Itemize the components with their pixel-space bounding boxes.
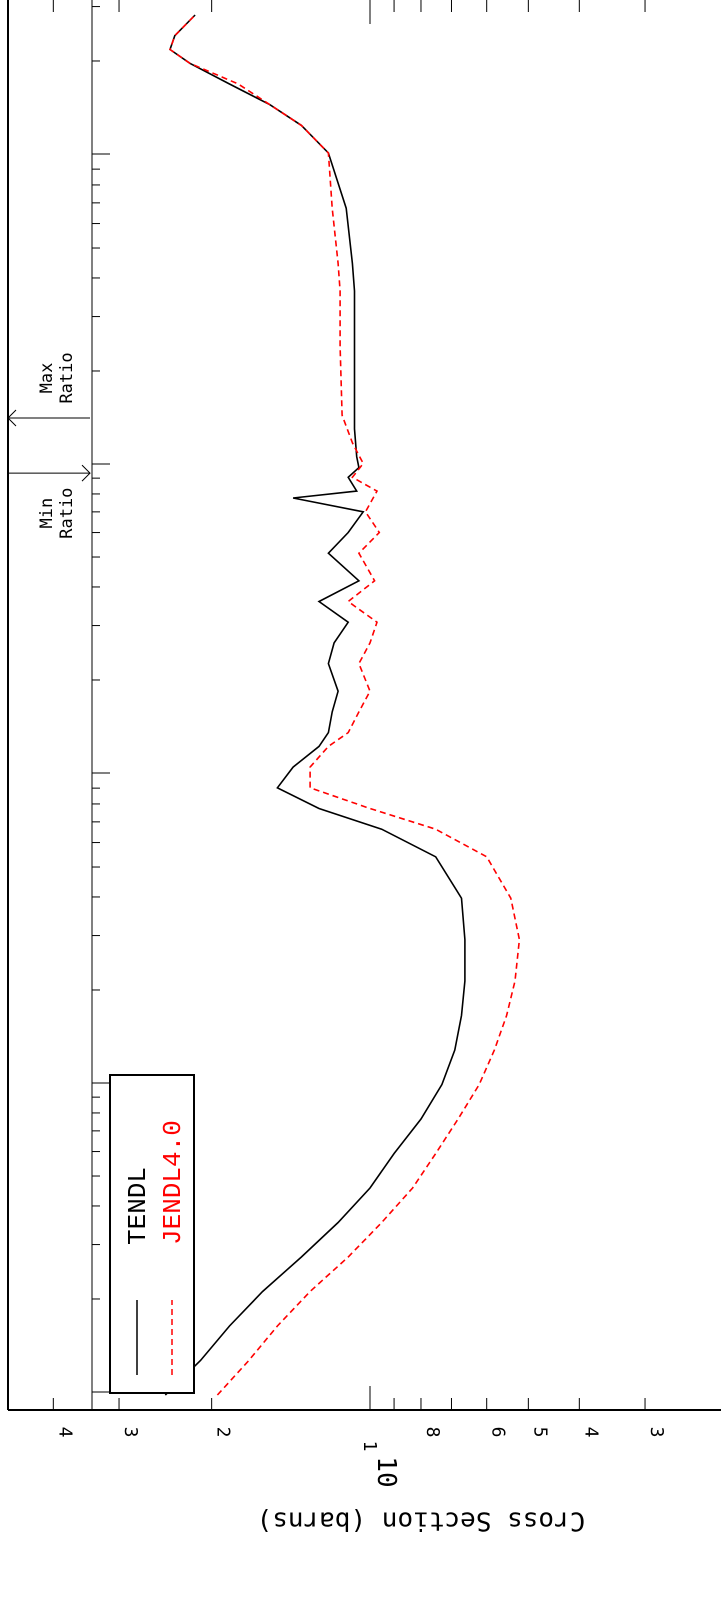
value-tick-label: 2: [213, 1427, 234, 1438]
value-tick-label: 4: [580, 1427, 601, 1438]
decade-label-exponent: 1: [359, 1441, 380, 1452]
y-axis-title: Cross Section (barns): [257, 1506, 586, 1536]
value-axis-ticks: [52, 0, 646, 1410]
ratio-marker-arrow: [7, 409, 17, 427]
value-tick-label: 8: [422, 1427, 443, 1438]
energy-axis-ticks: [92, 6, 110, 1393]
legend: TENDL JENDL4.0: [109, 1074, 195, 1394]
series-jendl-line: [169, 14, 521, 1396]
decade-label: 10 1: [359, 1441, 401, 1488]
ratio-marker-label: Ratio: [57, 488, 77, 539]
value-tick-label: 6: [488, 1427, 509, 1438]
ratio-marker-arrow: [81, 464, 91, 482]
ratio-marker-label: Ratio: [57, 352, 77, 403]
ratio-marker-label: Min: [37, 498, 57, 529]
value-tick-label: 3: [646, 1427, 667, 1438]
value-tick-label: 4: [54, 1427, 75, 1438]
decade-label-base: 10: [371, 1456, 401, 1487]
value-tick-label: 3: [120, 1427, 141, 1438]
legend-box: [109, 1074, 195, 1394]
series-tendl-line: [164, 14, 466, 1396]
value-tick-label: 5: [529, 1427, 550, 1438]
legend-label-tendl: TENDL: [123, 1167, 153, 1245]
series-layer: [164, 14, 521, 1396]
value-axis-tick-labels: 432865432: [54, 1427, 667, 1438]
legend-label-jendl: JENDL4.0: [158, 1120, 188, 1245]
ratio-marker-label: Max: [37, 363, 57, 394]
plot-frame: [7, 0, 721, 1411]
